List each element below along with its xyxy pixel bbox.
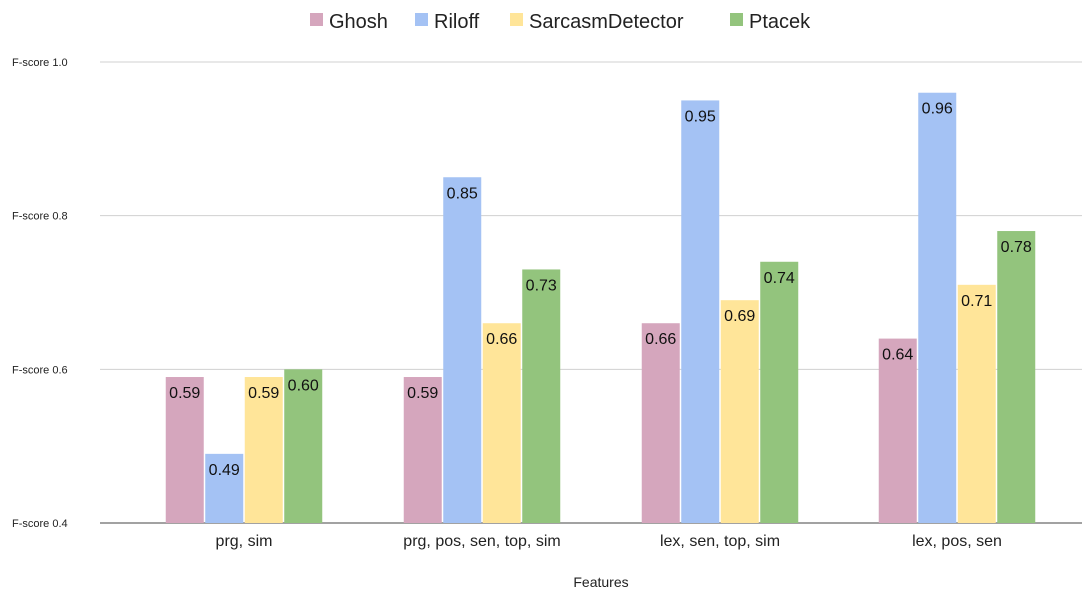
x-tick-label: prg, pos, sen, top, sim xyxy=(403,533,560,550)
data-label: 0.85 xyxy=(447,185,478,202)
bar xyxy=(522,269,561,523)
bar xyxy=(403,377,442,523)
legend-swatch xyxy=(415,13,428,26)
data-label: 0.64 xyxy=(882,347,913,364)
data-label: 0.66 xyxy=(645,331,676,348)
bar xyxy=(244,377,283,523)
data-label: 0.69 xyxy=(724,308,755,325)
data-label: 0.59 xyxy=(407,385,438,402)
data-label: 0.78 xyxy=(1001,239,1032,256)
bar xyxy=(681,100,720,524)
legend-label: Ptacek xyxy=(749,11,811,33)
y-tick-label: F-score 0.6 xyxy=(12,364,68,376)
data-label: 0.96 xyxy=(922,101,953,118)
legend-swatch xyxy=(510,13,523,26)
bar xyxy=(165,377,204,523)
data-label: 0.71 xyxy=(961,293,992,310)
bar xyxy=(760,261,799,523)
bar xyxy=(443,177,482,523)
x-tick-label: lex, sen, top, sim xyxy=(660,533,780,550)
bar xyxy=(482,323,521,523)
bar xyxy=(720,300,759,523)
bar xyxy=(641,323,680,523)
data-label: 0.59 xyxy=(169,385,200,402)
y-tick-label: F-score 0.4 xyxy=(12,518,68,530)
data-label: 0.95 xyxy=(685,108,716,125)
legend-label: Ghosh xyxy=(329,11,388,33)
bar xyxy=(284,369,323,523)
bar xyxy=(918,92,957,523)
data-label: 0.59 xyxy=(248,385,279,402)
data-label: 0.74 xyxy=(764,270,795,287)
x-tick-label: prg, sim xyxy=(216,533,273,550)
bar xyxy=(957,284,996,523)
x-tick-label: lex, pos, sen xyxy=(912,533,1002,550)
data-label: 0.60 xyxy=(288,377,319,394)
bar xyxy=(878,338,917,523)
data-label: 0.49 xyxy=(209,462,240,479)
bar xyxy=(997,231,1036,524)
legend-label: SarcasmDetector xyxy=(529,11,684,33)
legend-label: Riloff xyxy=(434,11,480,33)
x-axis-label: Features xyxy=(573,574,628,590)
data-label: 0.73 xyxy=(526,277,557,294)
bar xyxy=(205,453,244,523)
legend-swatch xyxy=(730,13,743,26)
legend-swatch xyxy=(310,13,323,26)
y-tick-label: F-score 1.0 xyxy=(12,57,68,69)
data-label: 0.66 xyxy=(486,331,517,348)
y-tick-label: F-score 0.8 xyxy=(12,211,68,223)
